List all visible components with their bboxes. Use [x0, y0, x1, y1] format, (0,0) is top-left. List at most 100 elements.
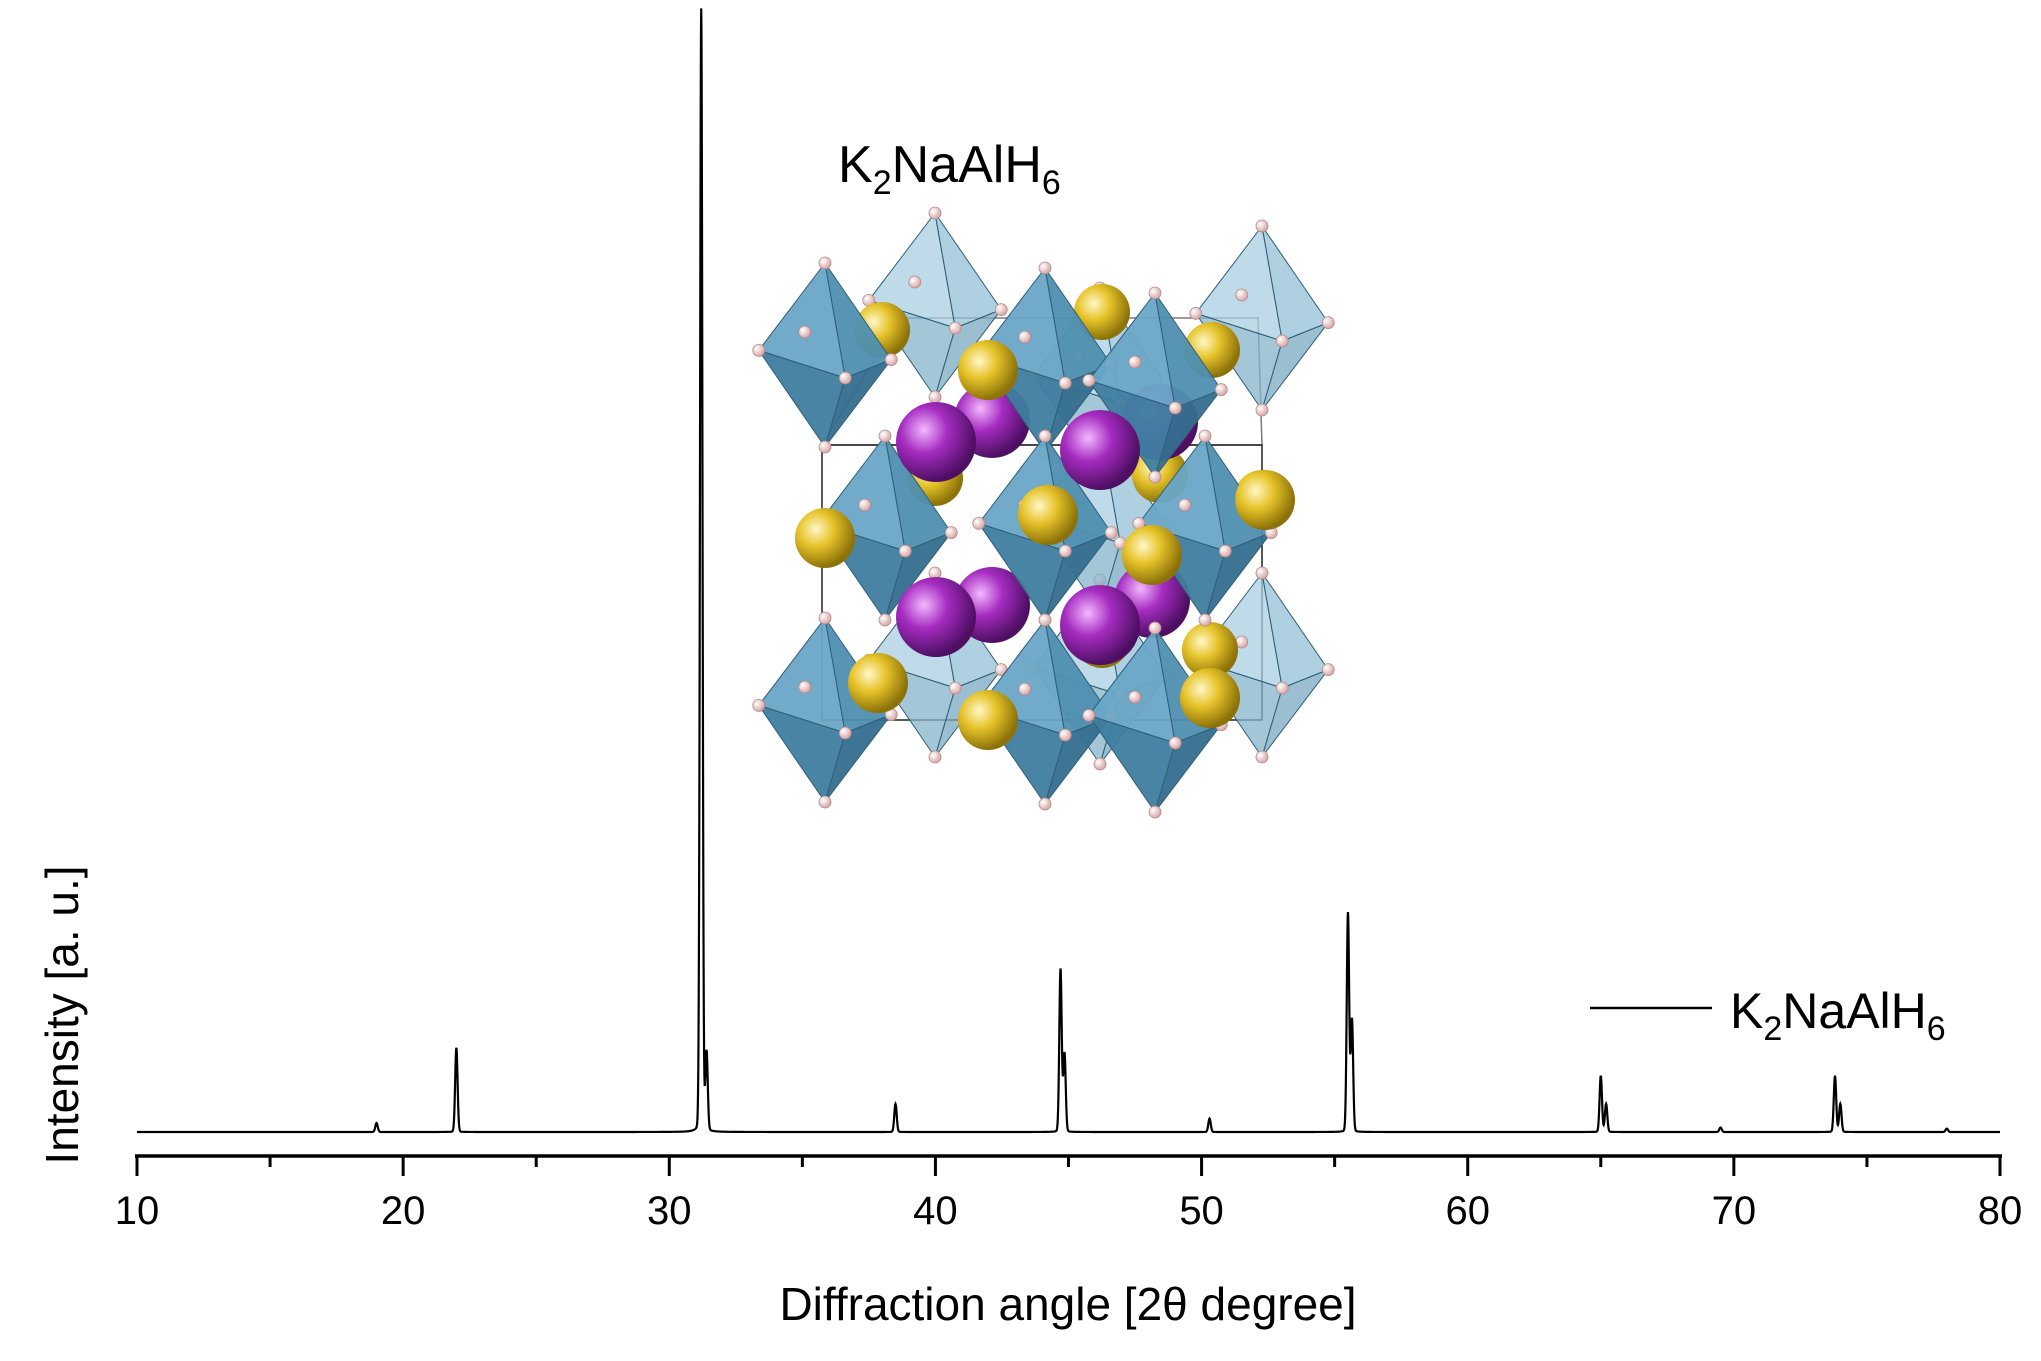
hydrogen-atom: [948, 681, 962, 695]
potassium-atom: [1074, 284, 1130, 340]
hydrogen-atom: [1038, 429, 1052, 443]
x-tick-label: 80: [1978, 1189, 2023, 1233]
hydrogen-atom: [798, 325, 812, 339]
hydrogen-atom: [1321, 663, 1335, 676]
hydrogen-atom: [948, 321, 962, 335]
hydrogen-atom: [1214, 383, 1228, 397]
hydrogen-atom: [1148, 621, 1162, 635]
hydrogen-atom: [878, 613, 892, 627]
xrd-pattern-line: [137, 8, 2000, 1134]
hydrogen-atom: [1058, 544, 1072, 558]
potassium-atom: [795, 508, 855, 568]
hydrogen-atom: [1255, 566, 1269, 580]
hydrogen-atom: [1038, 797, 1052, 811]
hydrogen-atom: [858, 498, 872, 512]
hydrogen-atom: [928, 206, 942, 220]
x-axis-title: Diffraction angle [2θ degree]: [779, 1278, 1356, 1330]
potassium-atom: [1122, 525, 1182, 585]
hydrogen-atom: [1148, 805, 1162, 819]
hydrogen-atom: [818, 256, 832, 270]
hydrogen-atom: [752, 343, 766, 357]
x-tick-label: 50: [1179, 1189, 1224, 1233]
alh6-octahedron-face: [1154, 723, 1223, 813]
crystal-structure-inset: [752, 206, 1335, 819]
alh6-octahedron-face: [1044, 531, 1113, 621]
hydrogen-atom: [1235, 288, 1249, 302]
hydrogen-atom: [1128, 690, 1142, 704]
inset-title: K2NaAlH6: [838, 136, 1061, 202]
y-axis-title: Intensity [a. u.]: [36, 865, 88, 1164]
hydrogen-atom: [798, 680, 812, 694]
hydrogen-atom: [1255, 403, 1269, 417]
hydrogen-atom: [1018, 330, 1032, 344]
hydrogen-atom: [928, 390, 942, 404]
potassium-atom: [1235, 470, 1295, 530]
hydrogen-atom: [1255, 219, 1269, 233]
alh6-octahedron-face: [1204, 531, 1273, 621]
hydrogen-atom: [1218, 544, 1232, 558]
hydrogen-atom: [928, 750, 942, 764]
hydrogen-atom: [818, 440, 832, 454]
hydrogen-atom: [972, 517, 986, 530]
potassium-atom: [1182, 622, 1238, 678]
hydrogen-atom: [908, 275, 922, 289]
hydrogen-atom: [1093, 757, 1107, 771]
hydrogen-atom: [1038, 261, 1052, 275]
alh6-octahedron-face: [824, 358, 893, 448]
potassium-atom: [958, 340, 1018, 400]
hydrogen-atom: [1178, 498, 1192, 512]
hydrogen-atom: [994, 303, 1008, 317]
hydrogen-atom: [838, 371, 852, 385]
potassium-atom: [1180, 668, 1240, 728]
sodium-atom: [1060, 585, 1140, 665]
hydrogen-atom: [1148, 286, 1162, 300]
hydrogen-atom: [1189, 306, 1203, 320]
hydrogen-atom: [818, 611, 832, 625]
hydrogen-atom: [1038, 613, 1052, 627]
legend-label: K2NaAlH6: [1730, 983, 1946, 1048]
alh6-octahedron-face: [1154, 388, 1223, 478]
hydrogen-atom: [752, 699, 766, 712]
hydrogen-atom: [884, 353, 898, 367]
legend: K2NaAlH6: [1590, 983, 1946, 1048]
hydrogen-atom: [1082, 709, 1096, 722]
hydrogen-atom: [1018, 682, 1032, 696]
hydrogen-atom: [1148, 470, 1162, 484]
hydrogen-atom: [838, 726, 852, 740]
alh6-octahedron-face: [1261, 668, 1330, 758]
x-tick-label: 60: [1445, 1189, 1490, 1233]
x-tick-label: 30: [647, 1189, 692, 1233]
x-tick-label: 20: [381, 1189, 426, 1233]
hydrogen-atom: [818, 795, 832, 809]
alh6-octahedron-face: [824, 713, 893, 803]
alh6-octahedron-face: [1261, 321, 1330, 411]
x-tick-label: 40: [913, 1189, 958, 1233]
alh6-octahedron-face: [1044, 715, 1113, 805]
x-tick-label: 70: [1712, 1189, 1757, 1233]
hydrogen-atom: [1255, 750, 1269, 764]
potassium-atom: [848, 653, 908, 713]
potassium-atom: [958, 690, 1018, 750]
hydrogen-atom: [1321, 316, 1335, 330]
sodium-atom: [1060, 410, 1140, 490]
hydrogen-atom: [898, 544, 912, 558]
x-tick-label: 10: [115, 1189, 160, 1233]
hydrogen-atom: [1058, 376, 1072, 390]
hydrogen-atom: [1198, 429, 1212, 443]
hydrogen-atom: [1275, 334, 1289, 348]
sodium-atom: [896, 577, 976, 657]
hydrogen-atom: [1198, 613, 1212, 627]
hydrogen-atom: [1168, 401, 1182, 415]
hydrogen-atom: [1128, 355, 1142, 369]
hydrogen-atom: [1275, 681, 1289, 695]
alh6-octahedron-face: [884, 531, 953, 621]
hydrogen-atom: [1168, 736, 1182, 750]
x-axis-ticks: 10 20 30 40 50 60 70 80: [115, 1156, 2023, 1233]
hydrogen-atom: [1082, 373, 1096, 387]
sodium-atom: [896, 402, 976, 482]
potassium-atom: [1018, 485, 1078, 545]
hydrogen-atom: [1104, 526, 1118, 539]
hydrogen-atom: [944, 526, 958, 539]
hydrogen-atom: [1058, 728, 1072, 742]
